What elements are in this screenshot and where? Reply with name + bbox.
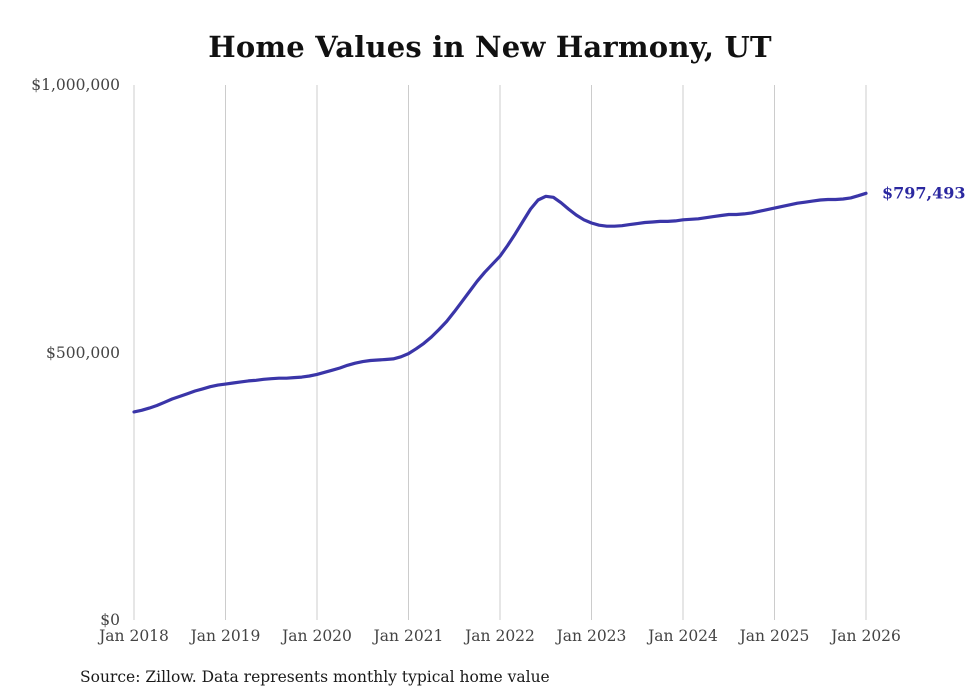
- gridlines: [133, 85, 867, 620]
- x-tick-label: Jan 2023: [556, 627, 627, 645]
- source-note: Source: Zillow. Data represents monthly …: [80, 668, 550, 686]
- x-tick-label: Jan 2025: [739, 627, 810, 645]
- home-value-series-line: [132, 191, 868, 414]
- y-tick-label: $0: [100, 611, 120, 629]
- chart-title: Home Values in New Harmony, UT: [208, 30, 772, 64]
- y-tick-label: $1,000,000: [31, 76, 120, 94]
- latest-value-label: $797,493: [882, 183, 966, 203]
- x-tick-label: Jan 2022: [465, 627, 535, 645]
- y-tick-label: $500,000: [46, 343, 120, 362]
- x-tick-label: Jan 2018: [99, 627, 169, 645]
- x-tick-label: Jan 2019: [190, 627, 261, 645]
- x-tick-label: Jan 2026: [831, 627, 901, 645]
- x-tick-label: Jan 2024: [648, 627, 718, 645]
- x-tick-label: Jan 2021: [373, 627, 444, 645]
- x-tick-label: Jan 2020: [282, 627, 352, 645]
